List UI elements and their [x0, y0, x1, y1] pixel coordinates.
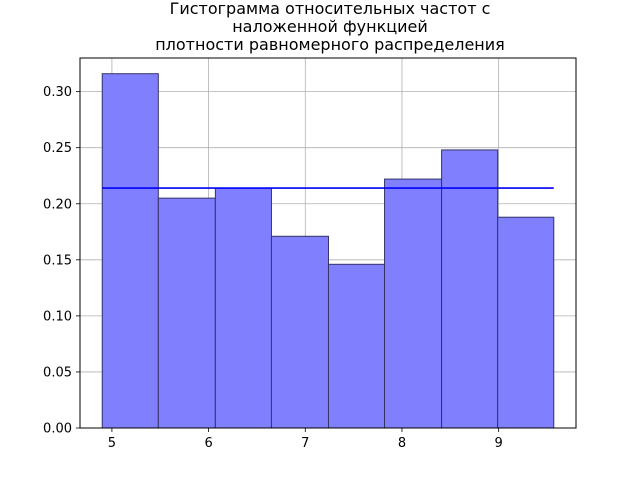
histogram-bar-1 [157, 197, 216, 429]
histogram-bars [101, 73, 555, 429]
histogram-bar-2 [214, 187, 272, 429]
y-tick-label-2: 0.10 [43, 309, 72, 324]
x-tick-label-1: 6 [204, 436, 212, 451]
x-tick-label-2: 7 [301, 436, 309, 451]
histogram-bar-6 [441, 149, 499, 429]
chart-title-line-1: Гистограмма относительных частот с [170, 0, 491, 18]
x-axis: 5 6 7 8 9 [108, 428, 503, 451]
y-tick-label-6: 0.30 [43, 85, 72, 100]
y-tick-label-0: 0.00 [43, 422, 72, 437]
histogram-bar-3 [270, 235, 329, 429]
y-axis: 0.00 0.05 0.10 0.15 0.20 0.25 0.30 [43, 85, 80, 437]
x-tick-label-4: 9 [495, 436, 503, 451]
histogram-bar-4 [327, 263, 386, 429]
y-tick-label-5: 0.25 [43, 141, 72, 156]
histogram-bar-7 [497, 216, 555, 429]
x-tick-label-0: 5 [108, 436, 116, 451]
plot-frame [79, 57, 577, 429]
x-tick-label-3: 8 [398, 436, 406, 451]
chart-title-line-2: наложенной функцией [232, 17, 428, 36]
histogram-bar-0 [101, 73, 159, 429]
chart-title-line-3: плотности равномерного распределения [155, 35, 505, 54]
y-tick-label-1: 0.05 [43, 365, 72, 380]
histogram-bar-5 [384, 178, 443, 429]
chart-title: Гистограмма относительных частот с налож… [155, 0, 505, 54]
y-tick-label-4: 0.20 [43, 197, 72, 212]
y-tick-label-3: 0.15 [43, 253, 72, 268]
